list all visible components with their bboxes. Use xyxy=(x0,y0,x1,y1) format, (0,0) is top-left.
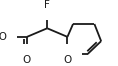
Text: HO: HO xyxy=(0,32,7,42)
Text: O: O xyxy=(63,55,72,65)
Text: F: F xyxy=(44,0,50,10)
Text: O: O xyxy=(23,55,31,65)
